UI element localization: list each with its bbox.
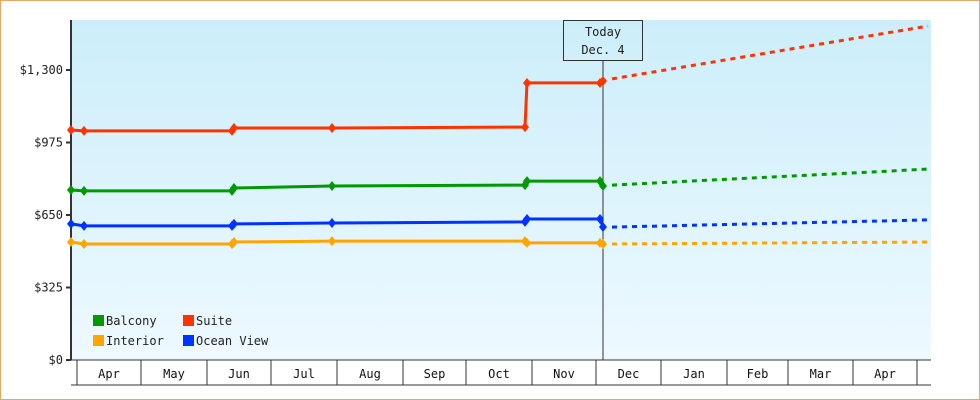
y-tick-label: $0 — [49, 353, 63, 367]
x-month-label: Mar — [810, 367, 832, 381]
x-month-label: Apr — [874, 367, 896, 381]
data-point-marker[interactable] — [328, 181, 336, 192]
data-point-marker[interactable] — [80, 239, 88, 250]
today-date: Dec. 4 — [581, 43, 624, 57]
x-month-label: Jun — [228, 367, 250, 381]
legend-label: Balcony — [106, 314, 157, 328]
x-month-label: Feb — [747, 367, 769, 381]
data-point-marker[interactable] — [328, 236, 336, 247]
data-point-marker[interactable] — [80, 220, 88, 231]
data-point-marker[interactable] — [596, 214, 604, 225]
series-lines — [67, 24, 929, 250]
data-point-marker[interactable] — [67, 125, 75, 136]
legend-swatch — [183, 335, 194, 346]
data-point-marker[interactable] — [521, 122, 529, 133]
y-tick-label: $1,300 — [20, 63, 63, 77]
data-point-marker[interactable] — [523, 214, 531, 225]
y-tick-label: $325 — [34, 281, 63, 295]
x-month-label: Dec — [618, 367, 640, 381]
series-suite — [67, 24, 929, 136]
today-label: Today — [585, 25, 621, 39]
data-point-marker[interactable] — [328, 218, 336, 229]
legend-swatch — [93, 315, 104, 326]
y-tick-label: $975 — [34, 136, 63, 150]
data-point-marker[interactable] — [599, 222, 607, 233]
series-interior — [67, 236, 929, 250]
data-point-marker[interactable] — [523, 77, 531, 88]
x-month-label: Nov — [553, 367, 575, 381]
data-point-marker[interactable] — [80, 185, 88, 196]
data-point-marker[interactable] — [230, 183, 238, 194]
x-month-label: Sep — [424, 367, 446, 381]
series-balcony — [67, 167, 929, 196]
data-point-marker[interactable] — [230, 236, 238, 247]
x-month-label: Jul — [293, 367, 315, 381]
data-point-marker[interactable] — [328, 123, 336, 134]
data-point-marker[interactable] — [67, 218, 75, 229]
series-ocean-view — [67, 214, 929, 233]
data-point-marker[interactable] — [67, 236, 75, 247]
today-marker: Today Dec. 4 — [563, 20, 643, 360]
data-point-marker[interactable] — [599, 181, 607, 192]
y-tick-label: $650 — [34, 208, 63, 222]
data-point-marker[interactable] — [67, 185, 75, 196]
data-point-marker[interactable] — [523, 176, 531, 187]
data-point-marker[interactable] — [230, 123, 238, 134]
data-point-marker[interactable] — [80, 125, 88, 136]
x-month-label: Oct — [488, 367, 510, 381]
x-month-label: Aug — [359, 367, 381, 381]
x-month-label: May — [163, 367, 185, 381]
data-point-marker[interactable] — [599, 75, 607, 86]
x-month-label: Apr — [98, 367, 120, 381]
legend-label: Suite — [196, 314, 232, 328]
x-month-label: Jan — [683, 367, 705, 381]
data-point-marker[interactable] — [228, 125, 236, 136]
legend-swatch — [183, 315, 194, 326]
data-point-marker[interactable] — [523, 237, 531, 248]
y-axis: $0 $325 $650 $975 $1,300 — [20, 20, 72, 367]
data-point-marker[interactable] — [599, 239, 607, 250]
data-point-marker[interactable] — [230, 218, 238, 229]
legend-label: Interior — [106, 334, 164, 348]
legend: Balcony Suite Interior Ocean View — [93, 314, 269, 348]
x-axis: Apr May Jun Jul Aug Sep Oct Nov Dec Jan Feb Mar Apr — [71, 359, 931, 386]
legend-swatch — [93, 335, 104, 346]
legend-label: Ocean View — [196, 334, 269, 348]
